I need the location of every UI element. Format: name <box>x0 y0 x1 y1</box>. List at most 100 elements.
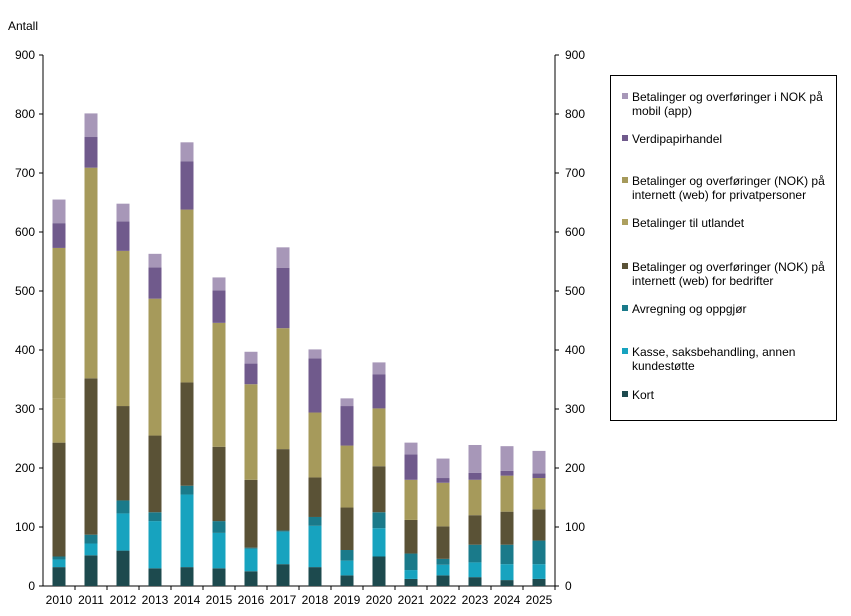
legend-item: Betalinger og overføringer (NOK) på inte… <box>622 260 837 288</box>
bar-segment <box>148 253 162 268</box>
legend-label: Verdipapirhandel <box>632 132 723 146</box>
y-tick-label-right: 600 <box>565 225 585 239</box>
legend-swatch <box>622 219 628 225</box>
bar-segment <box>500 544 514 565</box>
bar-segment <box>436 564 450 576</box>
x-tick-label: 2025 <box>526 593 553 607</box>
bar-segment <box>148 298 162 436</box>
legend-swatch <box>622 177 628 183</box>
bar-segment <box>52 559 66 568</box>
bar-segment <box>244 547 258 549</box>
bar-segment <box>212 521 226 533</box>
bar-segment <box>372 362 386 375</box>
bar-segment <box>180 142 194 162</box>
bar-segment <box>340 398 354 407</box>
bar-segment <box>468 515 482 545</box>
y-tick-label-left: 800 <box>15 107 35 121</box>
bar-segment <box>404 578 418 586</box>
y-tick-label-right: 0 <box>565 579 572 593</box>
bar-segment <box>276 449 290 531</box>
y-axis-label: Antall <box>8 19 38 33</box>
y-tick-label-left: 700 <box>15 166 35 180</box>
legend-item: Kasse, saksbehandling, annen kundestøtte <box>622 345 837 373</box>
bar-segment <box>116 221 130 251</box>
bar-segment <box>500 446 514 471</box>
bar-segment <box>500 475 514 512</box>
y-tick-label-left: 100 <box>15 520 35 534</box>
x-tick-label: 2018 <box>302 593 329 607</box>
bar-segment <box>180 485 194 495</box>
x-tick-label: 2024 <box>494 593 521 607</box>
bar-segment <box>84 534 98 544</box>
bar-segment <box>436 526 450 559</box>
bar-segment <box>244 363 258 385</box>
bar-segment <box>276 564 290 586</box>
bar-segment <box>404 553 418 571</box>
bar-segment <box>436 575 450 586</box>
bar-segment <box>532 450 546 474</box>
bar-segment <box>180 567 194 586</box>
bar-segment <box>116 500 130 514</box>
bar-segment <box>212 446 226 522</box>
y-tick-label-left: 400 <box>15 343 35 357</box>
plot-area: 0 0 100 100 200 200 300 300 400 400 500 500 600 600 70… <box>15 48 585 607</box>
legend-swatch <box>622 348 628 354</box>
bar-segment <box>308 358 322 413</box>
legend-swatch <box>622 135 628 141</box>
bar-segment <box>244 479 258 548</box>
bar-segment <box>180 161 194 210</box>
y-tick-label-right: 300 <box>565 402 585 416</box>
bar-segment <box>84 167 98 379</box>
bar-segment <box>500 580 514 586</box>
bar-segment <box>84 378 98 535</box>
bar-segment <box>116 513 130 551</box>
x-tick-label: 2012 <box>110 593 137 607</box>
bar-segment <box>212 290 226 323</box>
bar-segment <box>372 374 386 409</box>
bar-segment <box>532 509 546 541</box>
bar-segment <box>404 454 418 480</box>
legend-swatch <box>622 391 628 397</box>
bar-segment <box>84 137 98 168</box>
bar-segment <box>532 473 546 479</box>
bar-segment <box>212 532 226 569</box>
legend-item: Betalinger til utlandet <box>622 216 837 230</box>
bar-segment <box>372 512 386 529</box>
bar-segment <box>436 558 450 565</box>
bar-segment <box>148 521 162 569</box>
bar-segment <box>308 349 322 359</box>
bar-segment <box>308 477 322 517</box>
bar-segment <box>340 406 354 446</box>
legend-item: Avregning og oppgjør <box>622 302 837 316</box>
bar-segment <box>148 512 162 522</box>
x-tick-label: 2010 <box>46 593 73 607</box>
bar-segment <box>372 528 386 557</box>
bar-segment <box>532 478 546 510</box>
bar-segment <box>148 568 162 586</box>
x-tick-label: 2017 <box>270 593 297 607</box>
bar-segment <box>308 412 322 478</box>
bar-segment <box>212 322 226 447</box>
bar-segment <box>276 530 290 532</box>
bar-segment <box>148 267 162 299</box>
bar-segment <box>340 445 354 508</box>
y-tick-label-right: 700 <box>565 166 585 180</box>
y-tick-label-left: 600 <box>15 225 35 239</box>
legend-label: Betalinger og overføringer (NOK) på inte… <box>632 174 825 202</box>
legend-item: Verdipapirhandel <box>622 132 837 146</box>
bar-segment <box>468 444 482 473</box>
y-tick-label-right: 400 <box>565 343 585 357</box>
bar-segment <box>404 442 418 455</box>
x-tick-label: 2021 <box>398 593 425 607</box>
y-tick-label-right: 200 <box>565 461 585 475</box>
y-tick-label-right: 900 <box>565 48 585 62</box>
bar-segment <box>308 567 322 586</box>
bar-segment <box>468 544 482 563</box>
x-tick-label: 2013 <box>142 593 169 607</box>
legend-label: Kort <box>632 388 655 402</box>
bar-segment <box>372 556 386 586</box>
bar-segment <box>212 277 226 291</box>
bar-segment <box>436 458 450 479</box>
y-tick-label-right: 100 <box>565 520 585 534</box>
bar-segment <box>340 560 354 576</box>
